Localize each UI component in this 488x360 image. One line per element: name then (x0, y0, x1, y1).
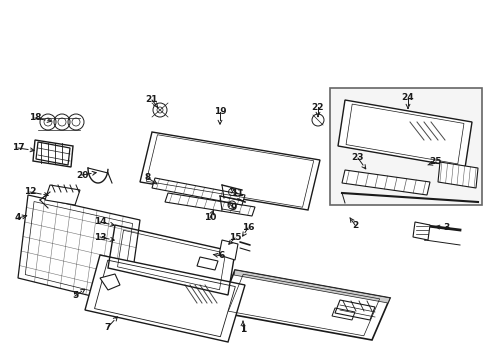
Polygon shape (334, 300, 374, 320)
Text: 1: 1 (240, 325, 245, 334)
Polygon shape (164, 193, 254, 216)
Polygon shape (45, 185, 80, 205)
Text: 23: 23 (351, 153, 364, 162)
Text: 7: 7 (104, 323, 111, 332)
Text: 15: 15 (228, 234, 241, 243)
Text: 9: 9 (230, 203, 237, 212)
Text: 19: 19 (213, 108, 226, 117)
Polygon shape (85, 255, 244, 342)
Polygon shape (197, 257, 218, 270)
Polygon shape (412, 222, 429, 240)
Text: 18: 18 (29, 113, 41, 122)
Polygon shape (437, 162, 477, 188)
Text: 3: 3 (442, 224, 448, 233)
Polygon shape (219, 240, 238, 260)
Text: 21: 21 (145, 95, 158, 104)
Polygon shape (218, 270, 389, 340)
Polygon shape (152, 178, 244, 205)
Text: 5: 5 (72, 292, 78, 301)
Text: 6: 6 (219, 252, 224, 261)
Polygon shape (18, 195, 140, 305)
Text: 13: 13 (94, 233, 106, 242)
Text: 20: 20 (76, 171, 88, 180)
Text: 16: 16 (241, 224, 254, 233)
Text: 24: 24 (401, 94, 413, 103)
Text: 12: 12 (24, 188, 36, 197)
Polygon shape (36, 142, 70, 165)
Text: 17: 17 (12, 144, 24, 153)
Polygon shape (234, 270, 389, 303)
Text: 25: 25 (429, 158, 441, 166)
Polygon shape (337, 100, 471, 168)
Text: 14: 14 (94, 217, 106, 226)
Text: 4: 4 (15, 213, 21, 222)
Text: 22: 22 (311, 103, 324, 112)
Bar (329, 88, 481, 205)
Polygon shape (100, 274, 120, 290)
Text: 8: 8 (144, 174, 151, 183)
Text: 2: 2 (351, 220, 357, 230)
Polygon shape (341, 170, 429, 195)
Text: 10: 10 (203, 213, 216, 222)
Polygon shape (140, 132, 319, 210)
Text: 11: 11 (230, 189, 243, 198)
